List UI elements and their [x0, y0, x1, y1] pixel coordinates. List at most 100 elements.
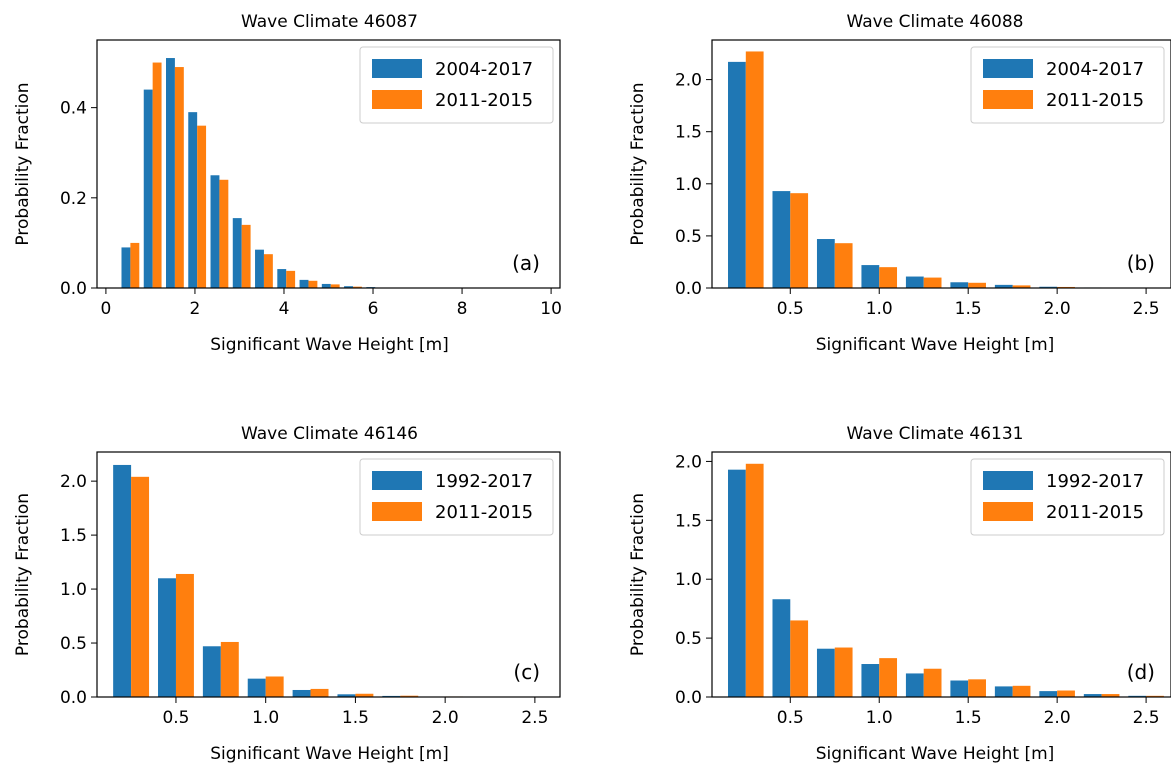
bar-series2-2 [834, 243, 853, 288]
legend: 2004-2017 2011-2015 [359, 46, 554, 124]
chart-title: Wave Climate 46146 [241, 424, 418, 444]
bar-series1-6 [994, 284, 1013, 288]
y-tick-label: 2.0 [675, 452, 702, 472]
bar-series2-5 [968, 282, 986, 288]
bar-series1-7 [277, 269, 287, 288]
bar-series2-3 [265, 676, 284, 697]
y-tick-label: 0.5 [675, 227, 702, 247]
bar-series1-2 [202, 646, 221, 697]
bar-series1-0 [728, 469, 746, 697]
x-tick-label: 2.0 [1044, 299, 1071, 319]
bar-series1-3 [188, 112, 198, 289]
bar-series1-8 [299, 279, 309, 288]
x-tick-label: 2.0 [1044, 708, 1071, 728]
x-tick-label: 0.5 [777, 299, 804, 319]
y-tick-label: 0.0 [675, 688, 702, 708]
bar-series1-2 [166, 58, 175, 288]
x-tick-label: 2.5 [1133, 299, 1160, 319]
y-tick-label: 2.0 [675, 71, 702, 91]
x-tick-label: 0 [100, 299, 111, 319]
bar-series2-3 [879, 267, 898, 288]
legend-swatch-series2 [372, 502, 422, 521]
y-tick-label: 1.0 [675, 175, 702, 195]
legend-swatch-series1 [983, 471, 1033, 490]
legend-swatch-series2 [983, 502, 1033, 521]
bar-series1-0 [728, 61, 746, 288]
legend-label: 1992-2017 [1046, 471, 1144, 492]
panel-label: (d) [1127, 660, 1155, 684]
bar-series2-0 [130, 242, 140, 288]
y-tick-label: 1.0 [60, 580, 87, 600]
y-tick-label: 2.0 [60, 472, 87, 492]
bar-series1-0 [113, 464, 132, 697]
bar-series2-7 [286, 270, 296, 288]
bar-series2-4 [923, 277, 942, 288]
bar-series2-1 [152, 62, 162, 288]
bar-series1-2 [816, 648, 835, 697]
axes-frame [711, 39, 1171, 289]
x-tick-label: 2.0 [432, 708, 459, 728]
bar-series1-6 [994, 686, 1013, 697]
legend: 1992-2017 2011-2015 [359, 458, 554, 536]
legend-label: 2011-2015 [1046, 90, 1144, 111]
bar-series1-4 [210, 175, 220, 288]
bar-series2-5 [241, 224, 251, 288]
bar-series2-1 [790, 193, 809, 288]
x-tick-label: 2.5 [1133, 708, 1160, 728]
bar-series2-3 [879, 658, 898, 697]
x-tick-label: 1.5 [955, 708, 982, 728]
bar-series1-9 [321, 283, 331, 288]
bar-series1-0 [121, 247, 131, 288]
bar-series2-3 [197, 125, 207, 288]
y-tick-label: 0.0 [675, 279, 702, 299]
bar-series2-8 [308, 280, 318, 288]
x-axis-label: Significant Wave Height [m] [816, 744, 1055, 764]
bar-series1-4 [905, 673, 924, 697]
bar-series1-2 [816, 239, 835, 288]
bar-series2-8 [1101, 694, 1120, 697]
x-tick-label: 8 [457, 299, 468, 319]
x-tick-label: 0.5 [162, 708, 189, 728]
chart-title: Wave Climate 46131 [847, 424, 1024, 444]
x-axis-label: Significant Wave Height [m] [816, 335, 1055, 355]
bar-series1-4 [292, 689, 311, 697]
bar-series1-7 [1039, 691, 1058, 697]
y-tick-label: 1.0 [675, 570, 702, 590]
x-tick-label: 1.5 [342, 708, 369, 728]
bar-series1-5 [337, 694, 356, 697]
legend-label: 2011-2015 [435, 502, 533, 523]
bar-series2-5 [968, 679, 986, 697]
bar-series2-1 [790, 620, 809, 697]
y-tick-label: 0.5 [675, 629, 702, 649]
legend-label: 2011-2015 [435, 90, 533, 111]
bar-series1-1 [158, 578, 176, 697]
legend-label: 2004-2017 [435, 59, 533, 80]
bar-series1-5 [950, 282, 969, 288]
bar-series2-7 [1057, 690, 1075, 697]
x-tick-label: 4 [279, 299, 290, 319]
y-axis-label: Probability Fraction [13, 82, 33, 245]
panel-label: (a) [512, 251, 540, 275]
y-tick-label: 1.5 [675, 511, 702, 531]
legend-swatch-series2 [983, 90, 1033, 109]
chart-panel-1: 0.5 1.0 1.5 2.0 2.5 0.0 0.5 1.0 1.5 2.0 Wave Clima… [628, 12, 1171, 355]
x-tick-label: 0.5 [777, 708, 804, 728]
y-tick-label: 1.5 [675, 123, 702, 143]
bar-series2-6 [263, 254, 273, 288]
x-axis-label: Significant Wave Height [m] [210, 335, 449, 355]
chart-title: Wave Climate 46087 [241, 12, 418, 32]
legend: 1992-2017 2011-2015 [970, 458, 1165, 536]
legend-label: 2011-2015 [1046, 502, 1144, 523]
x-tick-label: 1.0 [866, 299, 893, 319]
x-tick-label: 1.0 [866, 708, 893, 728]
bar-series2-1 [175, 573, 194, 697]
panel-label: (b) [1127, 251, 1155, 275]
y-axis-label: Probability Fraction [628, 82, 648, 245]
bar-series1-1 [143, 89, 153, 288]
chart-panel-3: 0.5 1.0 1.5 2.0 2.5 0.0 0.5 1.0 1.5 2.0 Wave Clima… [628, 424, 1171, 764]
bar-series1-6 [255, 249, 264, 288]
bar-series1-5 [950, 680, 969, 697]
y-tick-label: 0.5 [60, 634, 87, 654]
bar-series2-10 [352, 286, 362, 288]
